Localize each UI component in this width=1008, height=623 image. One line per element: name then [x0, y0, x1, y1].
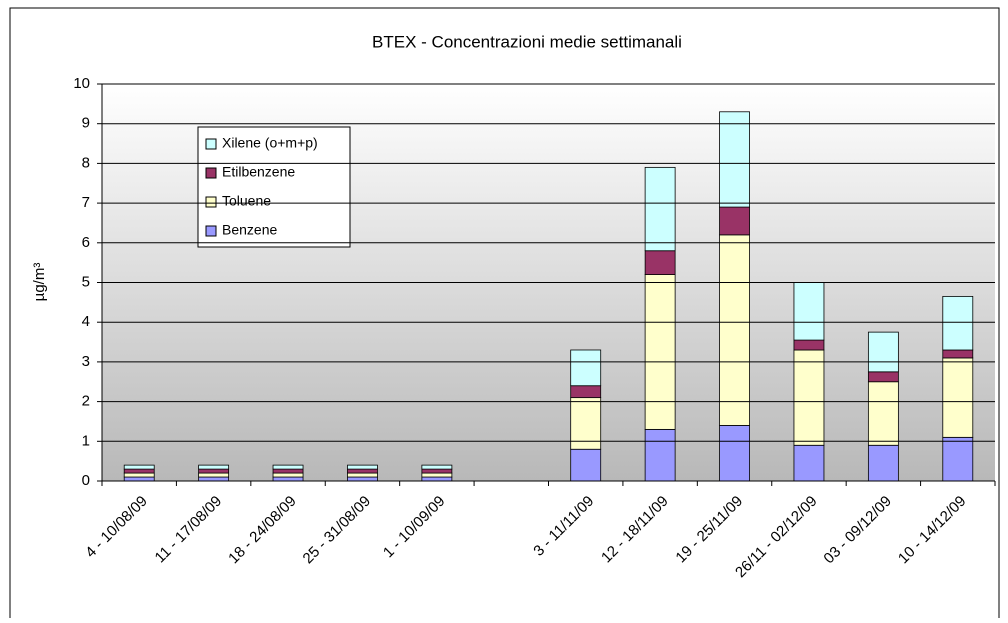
bar-segment: [123, 464, 155, 470]
bar-segment: [793, 349, 825, 446]
legend-label: Benzene: [222, 222, 277, 238]
bar-segment: [867, 331, 899, 373]
bar-segment: [719, 111, 750, 208]
bar-segment: [570, 385, 602, 399]
bar-segment: [793, 339, 825, 351]
bar-segment: [198, 472, 230, 478]
y-tick-label: 1: [82, 432, 90, 449]
bar-segment: [570, 397, 602, 450]
bar-segment: [272, 468, 304, 474]
bar-segment: [347, 468, 378, 474]
y-axis-label: µg/m³: [31, 263, 48, 302]
legend-swatch: [205, 138, 217, 150]
bar-segment: [123, 468, 155, 474]
bar-segment: [719, 425, 750, 482]
y-tick-label: 5: [82, 273, 90, 290]
y-tick-label: 2: [82, 393, 90, 410]
bar-segment: [867, 371, 899, 383]
legend-label: Etilbenzene: [222, 164, 295, 180]
bar-segment: [942, 436, 974, 482]
legend-box: [197, 126, 351, 248]
bar-segment: [644, 274, 676, 430]
bar-segment: [644, 166, 676, 252]
y-tick-label: 8: [82, 154, 90, 171]
legend-label: Xilene (o+m+p): [222, 135, 318, 151]
bar-segment: [942, 357, 974, 438]
bar-segment: [347, 476, 378, 482]
bar-segment: [942, 295, 974, 351]
y-tick-label: 4: [82, 313, 90, 330]
bar-segment: [272, 472, 304, 478]
bar-segment: [793, 282, 825, 341]
y-tick-label: 3: [82, 353, 90, 370]
bar-segment: [198, 476, 230, 482]
bar-segment: [272, 476, 304, 482]
bar-segment: [942, 349, 974, 359]
bar-segment: [421, 472, 453, 478]
y-tick-label: 7: [82, 194, 90, 211]
bar-segment: [719, 234, 750, 426]
bar-segment: [719, 206, 750, 236]
y-tick-label: 0: [82, 472, 90, 489]
bar-segment: [793, 444, 825, 482]
legend-swatch: [205, 167, 217, 179]
bar-segment: [123, 476, 155, 482]
bar-segment: [347, 472, 378, 478]
y-tick-label: 10: [73, 75, 90, 92]
bar-segment: [867, 381, 899, 446]
bar-segment: [570, 448, 602, 482]
bar-segment: [123, 472, 155, 478]
bar-segment: [198, 464, 230, 470]
bar-segment: [644, 428, 676, 482]
chart-title: BTEX - Concentrazioni medie settimanali: [372, 32, 682, 51]
bar-segment: [198, 468, 230, 474]
bar-segment: [644, 250, 676, 275]
bar-segment: [421, 476, 453, 482]
legend-label: Toluene: [222, 193, 271, 209]
bar-segment: [421, 464, 453, 470]
y-tick-label: 6: [82, 234, 90, 251]
legend-swatch: [205, 225, 217, 237]
legend-swatch: [205, 196, 217, 208]
bar-segment: [347, 464, 378, 470]
bar-segment: [570, 349, 602, 387]
bar-segment: [272, 464, 304, 470]
bar-segment: [867, 444, 899, 482]
bar-segment: [421, 468, 453, 474]
y-tick-label: 9: [82, 115, 90, 132]
